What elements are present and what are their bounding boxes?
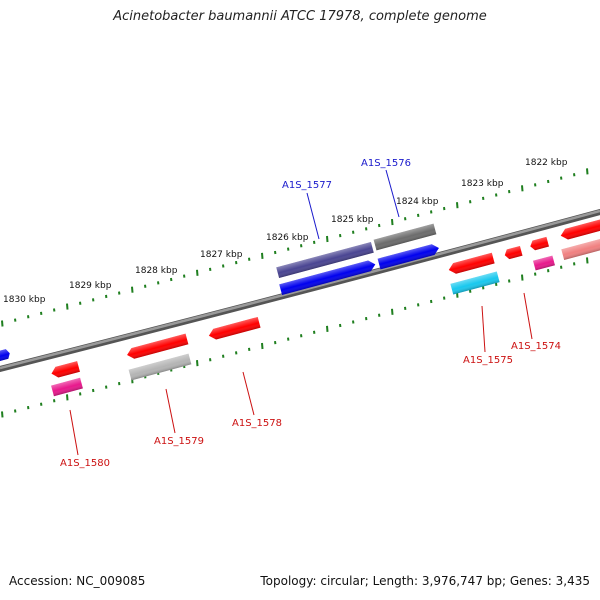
gene-a1s-1576[interactable] [377, 243, 441, 270]
inner-scale-major-tick [1, 411, 4, 418]
gene-a1s-1580-track-2-shading [51, 377, 83, 397]
inner-scale-major-tick [196, 360, 199, 367]
leader-a1s-1576 [385, 169, 400, 218]
gene-a1s-1578[interactable] [207, 316, 261, 341]
leader-a1s-1574 [523, 292, 533, 340]
outer-scale-ticks [1, 168, 589, 327]
gene-right-edge-forward-2-shading [561, 237, 600, 261]
gene-right-edge-forward-2[interactable] [561, 237, 600, 261]
outer-scale-major-tick [196, 269, 199, 276]
gene-a1s-1576-track-1[interactable] [373, 223, 437, 251]
gene-a1s-1579-track-2-shading [128, 353, 192, 381]
gene-unlabeled-reverse-1-shading [504, 245, 523, 260]
inner-scale-major-tick [66, 394, 69, 401]
gene-a1s-1576-track-1-shading [373, 223, 437, 251]
gene-a1s-1579-track-2[interactable] [128, 353, 192, 381]
outer-scale-major-tick [391, 218, 394, 226]
leader-a1s-1579 [165, 388, 176, 434]
leader-a1s-1577 [306, 192, 320, 240]
inner-scale-major-tick [586, 257, 589, 264]
gene-label-a1s-1574[interactable]: A1S_1574 [511, 341, 561, 352]
gene-unlabeled-reverse-1[interactable] [503, 245, 523, 260]
tick-label-1828: 1828 kbp [135, 266, 178, 276]
gene-a1s-1575-shading [448, 252, 495, 274]
gene-a1s-1575-track-2-shading [450, 271, 500, 295]
outer-scale-major-tick [66, 303, 69, 310]
gene-a1s-1580-shading [51, 361, 80, 378]
gene-label-a1s-1575[interactable]: A1S_1575 [463, 355, 513, 366]
gene-label-a1s-1576[interactable]: A1S_1576 [361, 158, 411, 169]
gene-left-edge-forward[interactable] [0, 348, 11, 362]
outer-scale-major-tick [1, 320, 4, 327]
gene-a1s-1577-track-1[interactable] [276, 242, 374, 278]
outer-scale-major-tick [456, 202, 459, 209]
tick-label-1822: 1822 kbp [525, 158, 568, 168]
gene-right-edge-forward-1-shading [560, 218, 600, 240]
gene-left-edge-forward-shading [0, 349, 10, 362]
gene-a1s-1578-shading [208, 316, 261, 340]
gene-a1s-1577-shading [279, 260, 376, 295]
gene-a1s-1580[interactable] [50, 361, 80, 379]
outer-scale-major-tick [521, 185, 524, 192]
tick-label-1829: 1829 kbp [69, 281, 112, 291]
genome-summary-text: Topology: circular; Length: 3,976,747 bp… [260, 574, 590, 588]
gene-a1s-1575-track-2[interactable] [450, 271, 500, 295]
inner-scale-major-tick [391, 308, 394, 315]
tick-label-1827: 1827 kbp [200, 250, 243, 260]
gene-label-a1s-1579[interactable]: A1S_1579 [154, 436, 204, 447]
gene-right-edge-forward-1[interactable] [559, 218, 600, 241]
outer-scale-major-tick [131, 286, 134, 293]
gene-label-a1s-1580[interactable]: A1S_1580 [60, 458, 110, 469]
leader-a1s-1578 [242, 371, 255, 416]
leader-a1s-1580 [69, 409, 79, 456]
gene-a1s-1574-track-2-shading [533, 255, 555, 271]
gene-a1s-1576-shading [377, 244, 439, 270]
gene-a1s-1574[interactable] [529, 236, 549, 251]
gene-label-a1s-1578[interactable]: A1S_1578 [232, 418, 282, 429]
gene-a1s-1574-shading [530, 236, 549, 251]
map-title: Acinetobacter baumannii ATCC 17978, comp… [113, 9, 487, 24]
tick-label-1830: 1830 kbp [3, 295, 46, 305]
leader-a1s-1575 [481, 305, 486, 353]
gene-features [0, 218, 600, 397]
tick-label-1823: 1823 kbp [461, 179, 504, 189]
gene-a1s-1580-track-2[interactable] [51, 377, 83, 397]
tick-label-1824: 1824 kbp [396, 197, 439, 207]
outer-scale-major-tick [326, 235, 329, 243]
tick-label-1826: 1826 kbp [266, 233, 309, 243]
genome-backbone-highlight [0, 209, 600, 370]
gene-a1s-1575[interactable] [447, 252, 495, 276]
label-leader-lines [69, 169, 533, 456]
inner-scale-major-tick [521, 274, 524, 281]
gene-a1s-1574-track-2[interactable] [533, 255, 555, 271]
tick-label-1825: 1825 kbp [331, 215, 374, 225]
gene-a1s-1579-shading [127, 333, 189, 359]
outer-scale-major-tick [261, 252, 264, 259]
inner-scale-major-tick [261, 342, 264, 350]
accession-text: Accession: NC_009085 [9, 574, 146, 588]
inner-scale-major-tick [326, 325, 329, 332]
gene-label-a1s-1577[interactable]: A1S_1577 [282, 180, 332, 191]
outer-scale-major-tick [586, 168, 589, 175]
gene-a1s-1577[interactable] [279, 259, 377, 295]
gene-a1s-1577-track-1-shading [276, 242, 374, 278]
gene-a1s-1579[interactable] [126, 333, 189, 361]
